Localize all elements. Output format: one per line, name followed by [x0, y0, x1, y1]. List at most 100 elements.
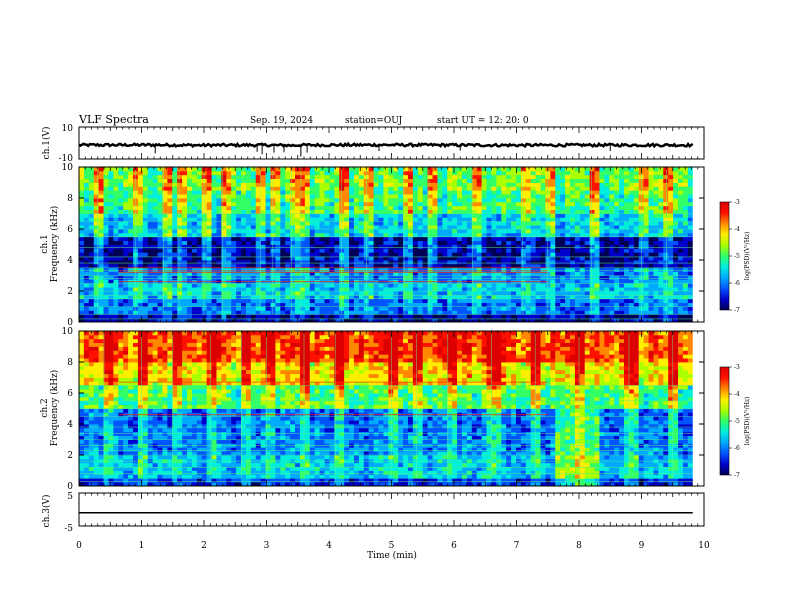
- spectrogram-cell: [113, 213, 119, 218]
- spectrogram-cell: [678, 298, 684, 304]
- spectrogram-cell: [270, 240, 276, 245]
- spectrogram-cell: [648, 275, 654, 280]
- spectrogram-cell: [147, 271, 154, 276]
- spectrogram-cell: [565, 302, 571, 307]
- spectrogram-cell: [682, 186, 689, 191]
- spectrogram-cell: [673, 267, 679, 273]
- spectrogram-cell: [123, 271, 129, 276]
- spectrogram-cell: [506, 213, 512, 218]
- spectrogram-cell: [118, 318, 124, 323]
- spectrogram-cell: [334, 201, 340, 207]
- spectrogram-cell: [118, 232, 124, 238]
- spectrogram-cell: [334, 271, 340, 276]
- spectrogram-cell: [280, 170, 286, 176]
- spectrogram-cell: [196, 275, 203, 280]
- spectrogram-cell: [334, 302, 340, 307]
- spectrogram-cell: [118, 252, 124, 257]
- spectrogram-cell: [83, 221, 90, 226]
- spectrogram-cell: [388, 229, 394, 234]
- spectrogram-cell: [388, 248, 394, 253]
- spectrogram-cell: [231, 209, 237, 214]
- spectrogram-cell: [373, 291, 379, 296]
- spectrogram-cell: [471, 314, 478, 319]
- spectrogram-cell: [398, 178, 404, 183]
- spectrogram-cell: [648, 287, 654, 292]
- spectrogram-cell: [113, 209, 119, 214]
- spectrogram-cell: [560, 178, 566, 183]
- spectrogram-cell: [471, 283, 478, 288]
- spectrogram-cell: [245, 170, 252, 176]
- spectrogram-cell: [619, 302, 625, 307]
- spectrogram-cell: [584, 170, 591, 176]
- spectrogram-cell: [270, 232, 276, 238]
- spectrogram-cell: [226, 244, 232, 249]
- spectrogram-cell: [614, 205, 620, 211]
- spectrogram-cell: [658, 209, 664, 214]
- spectrogram-cell: [314, 182, 320, 187]
- spectrogram-cell: [678, 232, 684, 238]
- spectrogram-cell: [515, 302, 522, 307]
- spectrogram-cell: [339, 217, 345, 222]
- spectrogram-cell: [368, 221, 374, 226]
- spectrogram-cell: [398, 263, 404, 269]
- spectrogram-cell: [511, 232, 517, 238]
- spectrogram-cell: [241, 170, 247, 176]
- spectrogram-cell: [103, 213, 109, 218]
- spectrogram-cell: [280, 225, 286, 230]
- spectrogram-cell: [216, 256, 222, 261]
- spectrogram-cell: [187, 275, 193, 280]
- spectrogram-cell: [221, 318, 227, 323]
- spectrogram-cell: [624, 229, 630, 234]
- spectrogram-cell: [275, 217, 281, 222]
- spectrogram-cell: [481, 252, 487, 257]
- spectrogram-cell: [388, 306, 394, 311]
- spectrogram-cell: [461, 205, 468, 211]
- spectrogram-cell: [245, 298, 252, 304]
- spectrogram-cell: [417, 221, 424, 226]
- spectrogram-cell: [476, 190, 483, 195]
- spectrogram-cell: [108, 310, 114, 315]
- spectrogram-cell: [353, 275, 360, 280]
- spectrogram-cell: [79, 252, 85, 257]
- spectrogram-cell: [599, 287, 605, 292]
- spectrogram-cell: [501, 267, 507, 273]
- spectrogram-cell: [236, 248, 242, 253]
- spectrogram-cell: [236, 267, 242, 273]
- spectrogram-cell: [609, 225, 615, 230]
- spectrogram-cell: [624, 275, 630, 280]
- spectrogram-cell: [113, 252, 119, 257]
- spectrogram-cell: [628, 310, 635, 315]
- spectrogram-cell: [633, 232, 640, 238]
- spectrogram-cell: [314, 252, 320, 257]
- spectrogram-cell: [628, 248, 635, 253]
- spectrogram-cell: [241, 174, 247, 180]
- spectrogram-cell: [329, 306, 335, 311]
- spectrogram-cell: [452, 306, 458, 311]
- spectrogram-cell: [584, 244, 591, 249]
- spectrogram-cell: [633, 256, 640, 261]
- spectrogram-cell: [417, 244, 424, 249]
- spectrogram-cell: [98, 287, 104, 292]
- spectrogram-cell: [383, 225, 389, 230]
- spectrogram-cell: [624, 244, 630, 249]
- spectrogram-cell: [118, 263, 124, 269]
- spectrogram-cell: [491, 248, 497, 253]
- spectrogram-cell: [496, 318, 502, 323]
- spectrogram-cell: [589, 225, 595, 230]
- spectrogram-cell: [515, 314, 522, 319]
- spectrogram-cell: [108, 291, 114, 296]
- spectrogram-cell: [339, 256, 345, 261]
- spectrogram-cell: [79, 229, 85, 234]
- spectrogram-cell: [540, 167, 546, 172]
- spectrogram-cell: [245, 229, 252, 234]
- spectrogram-cell: [309, 291, 316, 296]
- spectrogram-cell: [187, 182, 193, 187]
- spectrogram-cell: [226, 213, 232, 218]
- spectrogram-cell: [570, 217, 576, 222]
- spectrogram-cell: [565, 244, 571, 249]
- spectrogram-cell: [241, 318, 247, 323]
- spectrogram-cell: [398, 271, 404, 276]
- spectrogram-cell: [137, 302, 144, 307]
- spectrogram-cell: [270, 244, 276, 249]
- spectrogram-cell: [540, 190, 546, 195]
